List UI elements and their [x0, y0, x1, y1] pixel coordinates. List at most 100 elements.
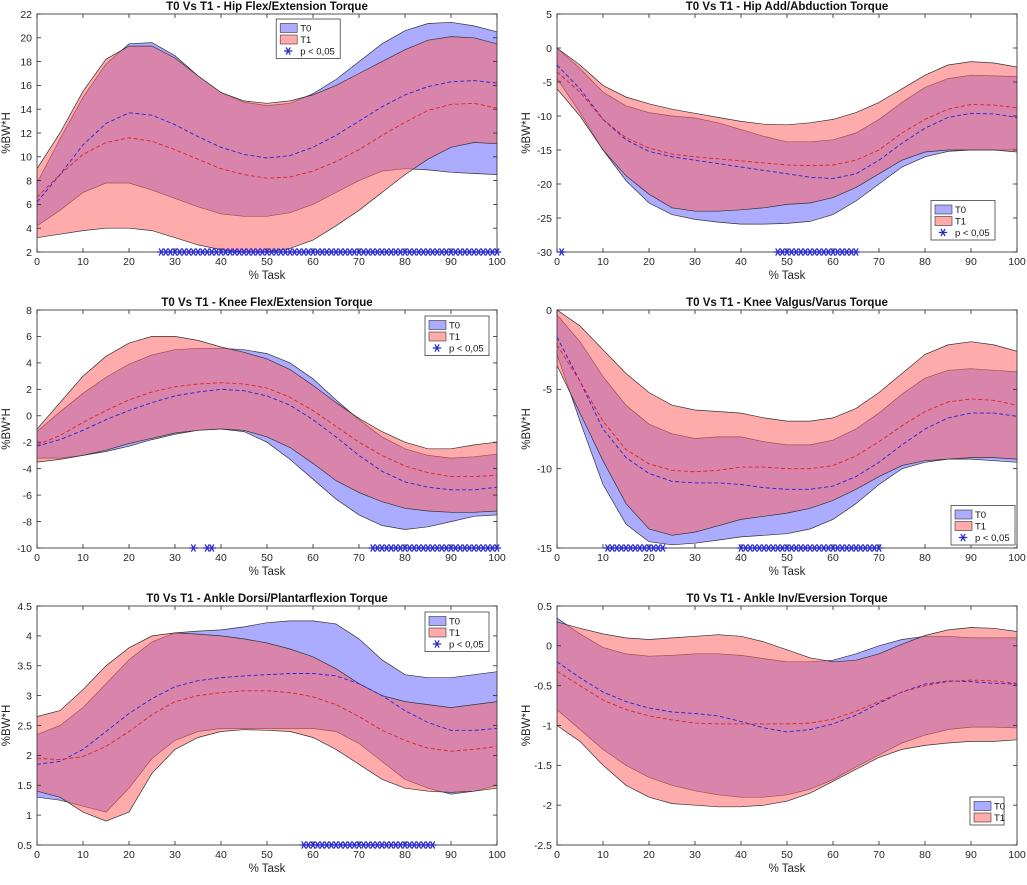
y-tick-label: 0 [546, 43, 552, 55]
y-tick-label: -0.5 [534, 680, 552, 692]
x-tick-label: 20 [123, 256, 135, 268]
y-tick-label: 4.5 [17, 601, 32, 613]
t1-mean-line [37, 102, 497, 198]
x-tick-label: 80 [399, 552, 411, 564]
y-tick-label: 0.5 [537, 601, 552, 613]
x-axis-label: % Task [769, 863, 806, 875]
legend-label: T0 [449, 321, 460, 332]
t1-mean-line [557, 71, 1017, 167]
significance-star [492, 544, 502, 552]
y-axis-label: %BW*H [521, 408, 533, 450]
legend-star-icon [432, 640, 442, 648]
y-axis-label: %BW*H [1, 408, 13, 450]
x-tick-label: 10 [77, 256, 89, 268]
x-tick-label: 50 [781, 552, 793, 564]
x-tick-label: 70 [873, 849, 885, 861]
x-tick-label: 60 [827, 849, 839, 861]
significance-markers [557, 248, 861, 256]
x-tick-label: 80 [399, 256, 411, 268]
t0-mean-line [37, 80, 497, 203]
axis-ticks: 0 10 20 30 40 50 60 70 80 90 100 2 4 6 8 10 12 14 16 18 20 22 [20, 9, 506, 268]
x-tick-label: 20 [643, 256, 655, 268]
x-axis-label: % Task [249, 863, 286, 875]
x-tick-label: 40 [215, 849, 227, 861]
legend-label: T0 [994, 802, 1005, 813]
chart-panel-1: 0 10 20 30 40 50 60 70 80 90 100 2 4 6 8 10 12 14 16 18 20 22… [1, 1, 506, 282]
t1-mean-line [37, 382, 497, 478]
x-tick-label: 20 [643, 849, 655, 861]
significance-markers [157, 248, 502, 256]
significance-star [207, 544, 216, 552]
x-tick-label: 70 [873, 256, 885, 268]
chart-title: T0 Vs T1 - Ankle Dorsi/Plantarflexion To… [146, 593, 388, 605]
t0-mean-line [557, 661, 1017, 733]
y-tick-label: 20 [20, 33, 32, 45]
y-tick-label: -5 [543, 384, 552, 396]
t1-mean-line [37, 690, 497, 761]
x-axis-label: % Task [249, 566, 286, 578]
x-tick-label: 80 [399, 849, 411, 861]
x-tick-label: 30 [689, 849, 701, 861]
y-axis-label: %BW*H [521, 112, 533, 154]
y-tick-label: -15 [537, 543, 552, 555]
y-tick-label: 4 [26, 358, 32, 370]
t1-band [37, 36, 497, 252]
x-tick-label: 30 [689, 552, 701, 564]
x-tick-label: 60 [827, 256, 839, 268]
y-tick-label: 3 [26, 690, 32, 702]
x-tick-label: 20 [123, 849, 135, 861]
plot-content [557, 47, 1017, 225]
chart-title: T0 Vs T1 - Ankle Inv/Eversion Torque [686, 593, 887, 605]
y-tick-label: 4 [26, 223, 32, 235]
legend-swatch-t0 [973, 801, 992, 811]
y-tick-label: 18 [20, 56, 32, 68]
significance-star [428, 841, 437, 849]
y-axis-label: %BW*H [521, 705, 533, 747]
x-tick-label: 30 [169, 552, 181, 564]
x-tick-label: 100 [1008, 256, 1026, 268]
chart-panel-4: 0 10 20 30 40 50 60 70 80 90 100 -15 -10 -5 0 T0 Vs T1 … [521, 297, 1026, 578]
legend-swatch-t1 [279, 34, 298, 45]
y-tick-label: -4 [23, 463, 32, 475]
x-tick-label: 70 [873, 552, 885, 564]
x-tick-label: 10 [77, 849, 89, 861]
x-tick-label: 50 [781, 256, 793, 268]
x-tick-label: 80 [919, 256, 931, 268]
x-tick-label: 100 [1008, 849, 1026, 861]
x-tick-label: 10 [77, 552, 89, 564]
y-tick-label: 0 [26, 411, 32, 423]
axis-ticks: 0 10 20 30 40 50 60 70 80 90 100 -30 -25 -20 -15 -10 -5 0… [537, 9, 1026, 268]
legend-label: T1 [994, 813, 1005, 824]
y-tick-label: 6 [26, 199, 32, 211]
legend-label: p < 0,05 [955, 228, 990, 239]
y-tick-label: 0.5 [17, 840, 32, 852]
t1-band [557, 310, 1017, 536]
legend-swatch-t1 [973, 812, 992, 823]
y-tick-label: -1.5 [534, 760, 552, 772]
x-axis-label: % Task [769, 566, 806, 578]
significance-markers [189, 544, 502, 552]
plot-content [37, 620, 497, 822]
legend-label: T1 [300, 35, 311, 46]
y-tick-label: 1 [26, 810, 32, 822]
y-tick-label: -30 [537, 247, 552, 259]
y-tick-label: 2 [26, 384, 32, 396]
significance-star [874, 544, 884, 552]
chart-panel-6: 0 10 20 30 40 50 60 70 80 90 100 -2.5 -2 -1.5 -1 -0.5 0 0… [521, 593, 1026, 875]
axis-ticks: 0 10 20 30 40 50 60 70 80 90 100 0.5 1 1.5 2 2.5 3 3.5 4 4.… [17, 601, 506, 861]
y-tick-label: 0 [546, 305, 552, 317]
x-tick-label: 90 [965, 849, 977, 861]
chart-panel-5: 0 10 20 30 40 50 60 70 80 90 100 0.5 1 1.5 2 2.5 3 3.5 4 4.… [1, 593, 506, 875]
x-tick-label: 40 [215, 552, 227, 564]
legend-swatch-t0 [428, 320, 447, 330]
t1-band [557, 621, 1017, 808]
t1-band [37, 336, 497, 513]
x-axis-label: % Task [769, 270, 806, 282]
significance-star [851, 248, 861, 256]
y-axis-label: %BW*H [1, 705, 13, 747]
legend-label: p < 0,05 [449, 640, 484, 651]
x-tick-label: 0 [554, 849, 560, 861]
